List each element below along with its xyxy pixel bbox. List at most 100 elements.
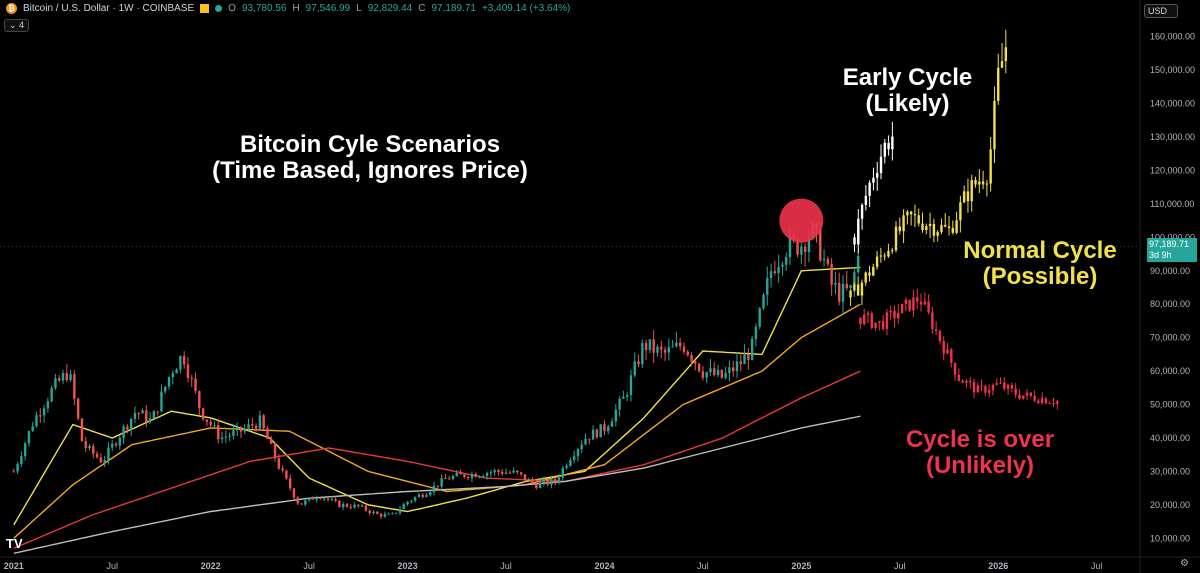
currency-selector[interactable]: USD [1144, 4, 1178, 18]
normal-cycle-candle-body [947, 226, 951, 229]
price-candle-body [126, 426, 129, 430]
cycle-over-candle-body [987, 390, 991, 393]
normal-cycle-candle-body [970, 179, 973, 202]
price-candle-body [519, 472, 523, 475]
cycle-over-candle-body [916, 297, 919, 302]
price-candle-body [686, 351, 689, 356]
price-candle-body [148, 418, 152, 423]
normal-cycle-candle-body [981, 181, 985, 185]
cycle-over-candle-body [870, 313, 873, 328]
price-candle-body [591, 429, 595, 440]
price-candle-body [716, 369, 720, 375]
normal-cycle-candle-body [936, 231, 939, 236]
flag-icon[interactable] [200, 4, 210, 13]
cycle-over-candle-body [878, 321, 881, 323]
price-candle-body [152, 411, 156, 419]
settings-icon[interactable]: ⚙ [1180, 558, 1189, 569]
normal-cycle-candle-body [932, 223, 936, 236]
price-candle-body [448, 478, 451, 480]
x-tick-label: Jul [697, 561, 709, 571]
normal-cycle-candle-body [879, 255, 883, 257]
normal-cycle-candle-body [1004, 47, 1008, 62]
price-candle-body [501, 471, 504, 474]
price-candle-body [444, 478, 447, 480]
price-candle-body [349, 506, 352, 508]
price-candle-body [781, 264, 784, 267]
price-candle-body [61, 373, 65, 381]
highlight-circle [779, 198, 824, 243]
tradingview-logo[interactable]: TV [6, 536, 23, 551]
price-candle-body [190, 377, 193, 379]
normal-line2: (Possible) [982, 263, 1098, 291]
price-candle-body [618, 398, 621, 410]
normal-cycle-candle-body [853, 284, 856, 291]
early-cycle-candle-body [883, 142, 886, 157]
price-candle-body [307, 497, 311, 501]
price-candle-body [111, 443, 114, 448]
price-candle-body [383, 514, 387, 517]
early-cycle-candle-body [876, 173, 879, 178]
early-cycle-candle-body [857, 218, 860, 245]
early-cycle-candle-body [879, 156, 883, 174]
cycle-over-candle-body [942, 341, 945, 354]
price-candle-body [133, 413, 137, 419]
indicators-toggle[interactable]: ⌄ 4 [4, 19, 30, 32]
normal-cycle-candle-body [959, 202, 962, 221]
early-cycle-candle-body [891, 136, 894, 150]
price-candle-body [35, 415, 38, 427]
price-candle-body [841, 283, 845, 302]
price-candle-body [750, 339, 754, 360]
price-candle-body [667, 347, 671, 353]
cycle-over-candle-body [893, 310, 896, 319]
price-candle-body [785, 257, 788, 265]
price-candle-body [54, 378, 57, 388]
y-tick-label: 10,000.00 [1150, 533, 1190, 543]
price-candle-body [856, 255, 860, 273]
price-candle-body [395, 512, 398, 514]
price-candle-body [84, 441, 87, 449]
cycle-over-candle-body [934, 329, 938, 331]
price-candle-body [141, 410, 144, 414]
normal-cycle-candle-body [925, 226, 928, 231]
price-candle-body [20, 456, 23, 465]
normal-cycle-candle-body [951, 228, 955, 233]
normal-cycle-candle-body [993, 100, 996, 150]
price-candle-body [561, 467, 565, 478]
price-candle-body [849, 285, 852, 289]
y-tick-label: 20,000.00 [1150, 500, 1190, 510]
normal-cycle-candle-body [875, 256, 879, 267]
cycle-over-candle-body [874, 322, 877, 328]
normal-cycle-candle-body [883, 255, 886, 257]
early-cycle-candle-body [853, 237, 856, 245]
price-candle-body [429, 492, 432, 496]
price-candle-body [576, 449, 580, 457]
price-candle-body [603, 424, 606, 432]
price-candle-body [739, 361, 742, 365]
price-candle-body [425, 495, 428, 497]
normal-cycle-annotation: Normal Cycle (Possible) [945, 237, 1135, 291]
price-candle-body [622, 396, 625, 399]
cycle-over-candle-body [912, 297, 915, 311]
price-candle-body [31, 426, 34, 432]
symbol-label[interactable]: Bitcoin / U.S. Dollar · 1W · COINBASE [23, 3, 195, 14]
x-tick-label: 2024 [594, 561, 614, 571]
early-line2: (Likely) [865, 90, 950, 118]
price-candle-body [376, 511, 379, 515]
price-candle-body [338, 500, 341, 508]
cycle-over-candle-body [969, 380, 972, 383]
price-candle-body [629, 375, 633, 396]
y-tick-label: 130,000.00 [1150, 132, 1195, 142]
normal-cycle-candle-body [997, 67, 1000, 101]
price-candle-body [648, 339, 652, 351]
title-annotation: Bitcoin Cyle Scenarios (Time Based, Igno… [190, 131, 550, 185]
price-candle-body [160, 391, 163, 412]
price-candle-body [678, 342, 682, 347]
price-candle-body [353, 504, 356, 508]
normal-line1: Normal Cycle [963, 237, 1117, 264]
normal-cycle-candle-body [974, 179, 977, 185]
price-candle-body [326, 498, 330, 500]
price-candle-body [80, 418, 84, 442]
price-candle-body [391, 513, 394, 515]
price-candle-body [743, 354, 746, 365]
